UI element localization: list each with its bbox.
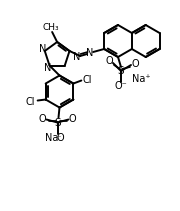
Text: Na⁺: Na⁺	[132, 74, 150, 84]
Text: N: N	[44, 62, 51, 73]
Text: Cl: Cl	[83, 74, 92, 85]
Text: ⁻: ⁻	[56, 133, 61, 142]
Text: O⁻: O⁻	[115, 81, 127, 91]
Text: S: S	[118, 66, 124, 76]
Text: N: N	[73, 52, 81, 62]
Text: O: O	[105, 56, 113, 66]
Text: N: N	[86, 48, 94, 58]
Text: O: O	[39, 114, 46, 123]
Text: S: S	[54, 118, 61, 127]
Text: O: O	[57, 133, 64, 142]
Text: O: O	[131, 59, 139, 69]
Text: Na: Na	[45, 133, 58, 142]
Text: O: O	[69, 114, 76, 123]
Text: CH₃: CH₃	[43, 23, 59, 31]
Text: N: N	[39, 44, 46, 54]
Text: Cl: Cl	[26, 96, 35, 107]
